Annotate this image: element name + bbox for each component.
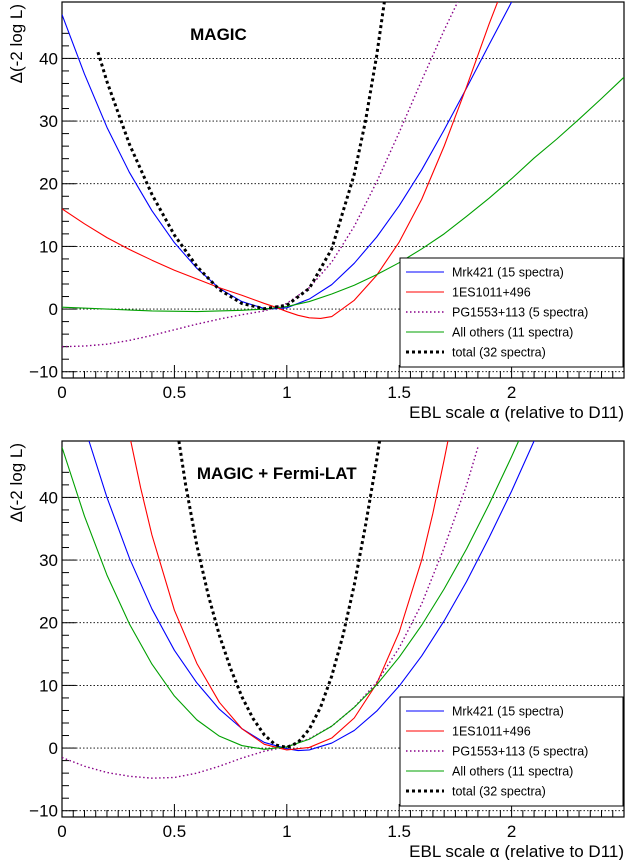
chart1-legend-label: PG1553+113 (5 spectra) — [452, 306, 588, 320]
chart2-y-axis-title: Δ(-2 log L) — [7, 443, 26, 522]
chart1-y-tick-label: 20 — [39, 175, 58, 194]
chart1-x-tick-label: 1.5 — [387, 383, 411, 402]
chart2-legend-label: total (32 spectra) — [452, 785, 546, 799]
chart2-series-line-3 — [62, 447, 479, 779]
chart1-y-tick-label: 0 — [49, 300, 58, 319]
chart1-series-line-4 — [62, 76, 624, 313]
chart2-x-tick-label: 2 — [507, 822, 516, 841]
chart1-title: MAGIC — [190, 25, 247, 44]
chart2-y-tick-label: −10 — [29, 802, 58, 821]
chart1-y-tick-label: 40 — [39, 49, 58, 68]
chart2-x-tick-label: 0 — [57, 822, 66, 841]
chart1-y-tick-label: −10 — [29, 363, 58, 382]
chart1-x-tick-label: 2 — [507, 383, 516, 402]
chart1-x-tick-label: 1 — [282, 383, 291, 402]
chart1-legend-box — [399, 257, 624, 368]
chart1-legend-label: Mrk421 (15 spectra) — [452, 266, 564, 280]
chart1-legend-label: All others (11 spectra) — [452, 326, 573, 340]
chart2-legend: Mrk421 (15 spectra) 1ES1011+496 PG1553+113… — [399, 696, 624, 807]
chart2-series-line-5 — [177, 441, 382, 749]
chart2-y-tick-label: 30 — [39, 551, 58, 570]
chart2-title: MAGIC + Fermi-LAT — [197, 464, 357, 483]
chart1-series-line-2 — [62, 2, 499, 320]
chart2-legend-label: PG1553+113 (5 spectra) — [452, 745, 588, 759]
chart1-y-tick-label: 10 — [39, 237, 58, 256]
chart2-series-group — [62, 441, 535, 779]
chart1-series-line-1 — [62, 2, 513, 310]
chart2-legend-label: 1ES1011+496 — [452, 725, 531, 739]
chart2-legend-box — [399, 696, 624, 807]
chart1-x-tick-label: 0.5 — [163, 383, 187, 402]
chart2-x-tick-label: 1.5 — [387, 822, 411, 841]
chart1-y-axis-title: Δ(-2 log L) — [7, 4, 26, 83]
chart2-series-line-2 — [130, 441, 449, 751]
chart1-legend-label: total (32 spectra) — [452, 346, 546, 360]
chart2-y-tick-label: 20 — [39, 614, 58, 633]
chart1-series-group — [62, 2, 624, 348]
chart1-series-line-3 — [62, 2, 459, 348]
chart2-x-tick-label: 1 — [282, 822, 291, 841]
chart1-x-axis-title: EBL scale α (relative to D11) — [409, 403, 624, 422]
chart1-x-tick-label: 0 — [57, 383, 66, 402]
chart2-series-line-1 — [88, 441, 535, 752]
chart2-y-tick-label: 0 — [49, 739, 58, 758]
chart1-legend-label: 1ES1011+496 — [452, 286, 531, 300]
chart2-series-line-4 — [62, 441, 520, 750]
chart2-x-axis-title: EBL scale α (relative to D11) — [409, 842, 624, 860]
chart1-legend: Mrk421 (15 spectra) 1ES1011+496 PG1553+113… — [399, 257, 624, 368]
chart2-y-tick-label: 40 — [39, 488, 58, 507]
chart2-y-tick-label: 10 — [39, 676, 58, 695]
chart2-legend-label: Mrk421 (15 spectra) — [452, 705, 564, 719]
chart1-series-line-5 — [96, 2, 386, 311]
chart1-y-tick-label: 30 — [39, 112, 58, 131]
chart2-legend-label: All others (11 spectra) — [452, 765, 573, 779]
chart2-x-tick-label: 0.5 — [163, 822, 187, 841]
